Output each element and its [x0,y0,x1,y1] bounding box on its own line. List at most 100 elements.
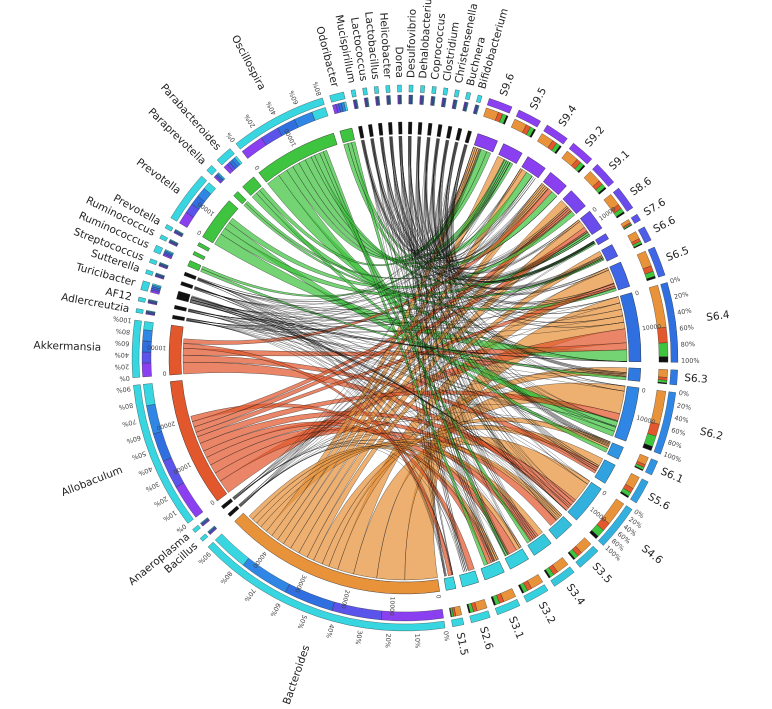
genus-arc[interactable] [436,124,443,138]
percent-tick-label: 50% [131,449,147,461]
sample-arc[interactable] [562,190,586,214]
genus-arc[interactable] [168,324,184,376]
genus-arc[interactable] [169,380,228,502]
chord-link [421,137,454,575]
percent-tick-label: 80% [667,438,683,450]
genus-arc[interactable] [227,505,240,517]
sample-arc[interactable] [459,570,479,588]
sample-composition-segment [623,224,633,230]
genus-arc[interactable] [464,130,472,144]
chord-ribbon [245,196,558,280]
chord-link [187,310,561,517]
genus-outer-ring [135,308,144,314]
sample-outer-ring [487,98,513,114]
sample-arc[interactable] [614,386,640,442]
chord-link [371,138,560,518]
genus-arc[interactable] [378,122,384,136]
sample-arc[interactable] [548,516,573,540]
genus-outer-ring [350,89,357,98]
genus-arc[interactable] [221,498,234,510]
genus-composition-segment [475,105,480,115]
sample-arc[interactable] [580,210,603,235]
genus-arc[interactable] [258,132,338,183]
genus-arc[interactable] [339,127,355,143]
genus-outer-ring [476,94,483,104]
genus-arc[interactable] [176,290,191,303]
percent-tick-label: 30% [354,630,364,646]
sample-arc[interactable] [480,560,505,581]
chord-link [446,142,588,485]
genus-composition-segment [411,94,413,105]
genus-outer-ring [131,319,142,378]
count-tick-label: 10000 [283,127,298,147]
percent-tick-label: 90% [196,550,212,566]
sample-arc[interactable] [619,292,642,362]
genus-arc[interactable] [455,127,463,141]
genus-arc[interactable] [234,512,440,595]
sample-arc[interactable] [542,171,567,195]
genus-label: Dorea [393,46,406,78]
sample-arc[interactable] [504,548,529,570]
genus-arc[interactable] [417,122,423,135]
sample-arc[interactable] [627,367,641,382]
sample-arc[interactable] [473,133,498,153]
sample-arc[interactable] [527,533,552,556]
genus-arc[interactable] [368,124,374,137]
sample-arc[interactable] [521,156,546,179]
genus-arc[interactable] [172,314,185,321]
genus-outer-ring [149,258,158,266]
genus-arc[interactable] [398,121,403,135]
genus-arc[interactable] [427,122,433,136]
percent-tick-label: 10% [162,509,178,524]
genus-arc[interactable] [173,305,187,312]
genus-arc[interactable] [358,125,365,139]
sample-arc[interactable] [594,459,616,484]
percent-tick-label: 40% [324,623,336,639]
genus-label: Oscillospira [229,33,268,92]
percent-tick-label: 10% [413,634,422,649]
genus-arc[interactable] [446,125,453,139]
chord-link [196,280,499,560]
sample-arc[interactable] [609,261,631,291]
genus-composition-segment [311,107,329,121]
genus-arc[interactable] [388,122,393,135]
chord-link [238,188,549,506]
genus-arc[interactable] [183,271,197,280]
chord-link [194,286,610,446]
chord-ribbon [182,342,628,357]
sample-composition-segment [633,243,643,249]
chord-link [445,144,520,549]
chord-link [194,287,627,376]
count-tick-label: 10000 [635,415,655,427]
genus-outer-ring [199,533,209,542]
sample-arc[interactable] [601,244,619,262]
genus-arc[interactable] [187,260,202,271]
sample-arc[interactable] [595,233,609,246]
sample-arc[interactable] [607,442,624,460]
genus-arc[interactable] [202,200,239,244]
genus-arc[interactable] [180,281,194,289]
chord-link [390,136,467,572]
sample-arc[interactable] [498,143,523,164]
sample-arc[interactable] [567,481,602,521]
chord-link [232,269,609,498]
count-tick-label: 10000 [196,200,216,217]
genus-arc[interactable] [192,251,206,261]
chord-ribbon [271,156,505,541]
sample-arc[interactable] [443,576,457,591]
percent-tick-label: 20% [243,113,258,129]
chord-link [392,136,588,485]
genus-arc[interactable] [197,242,210,252]
genus-arc[interactable] [233,191,247,205]
genus-arc[interactable] [242,176,262,196]
percent-tick-label: 80% [115,327,130,336]
genus-arc[interactable] [408,121,413,135]
sample-label: S6.1 [659,466,685,486]
genus-label: Allobaculum [60,464,125,499]
count-tick-label: 0 [641,387,646,394]
chord-link [193,289,563,516]
chord-ribbon [322,150,488,566]
chord-ribbon [189,299,627,362]
genus-outer-ring [216,148,235,166]
